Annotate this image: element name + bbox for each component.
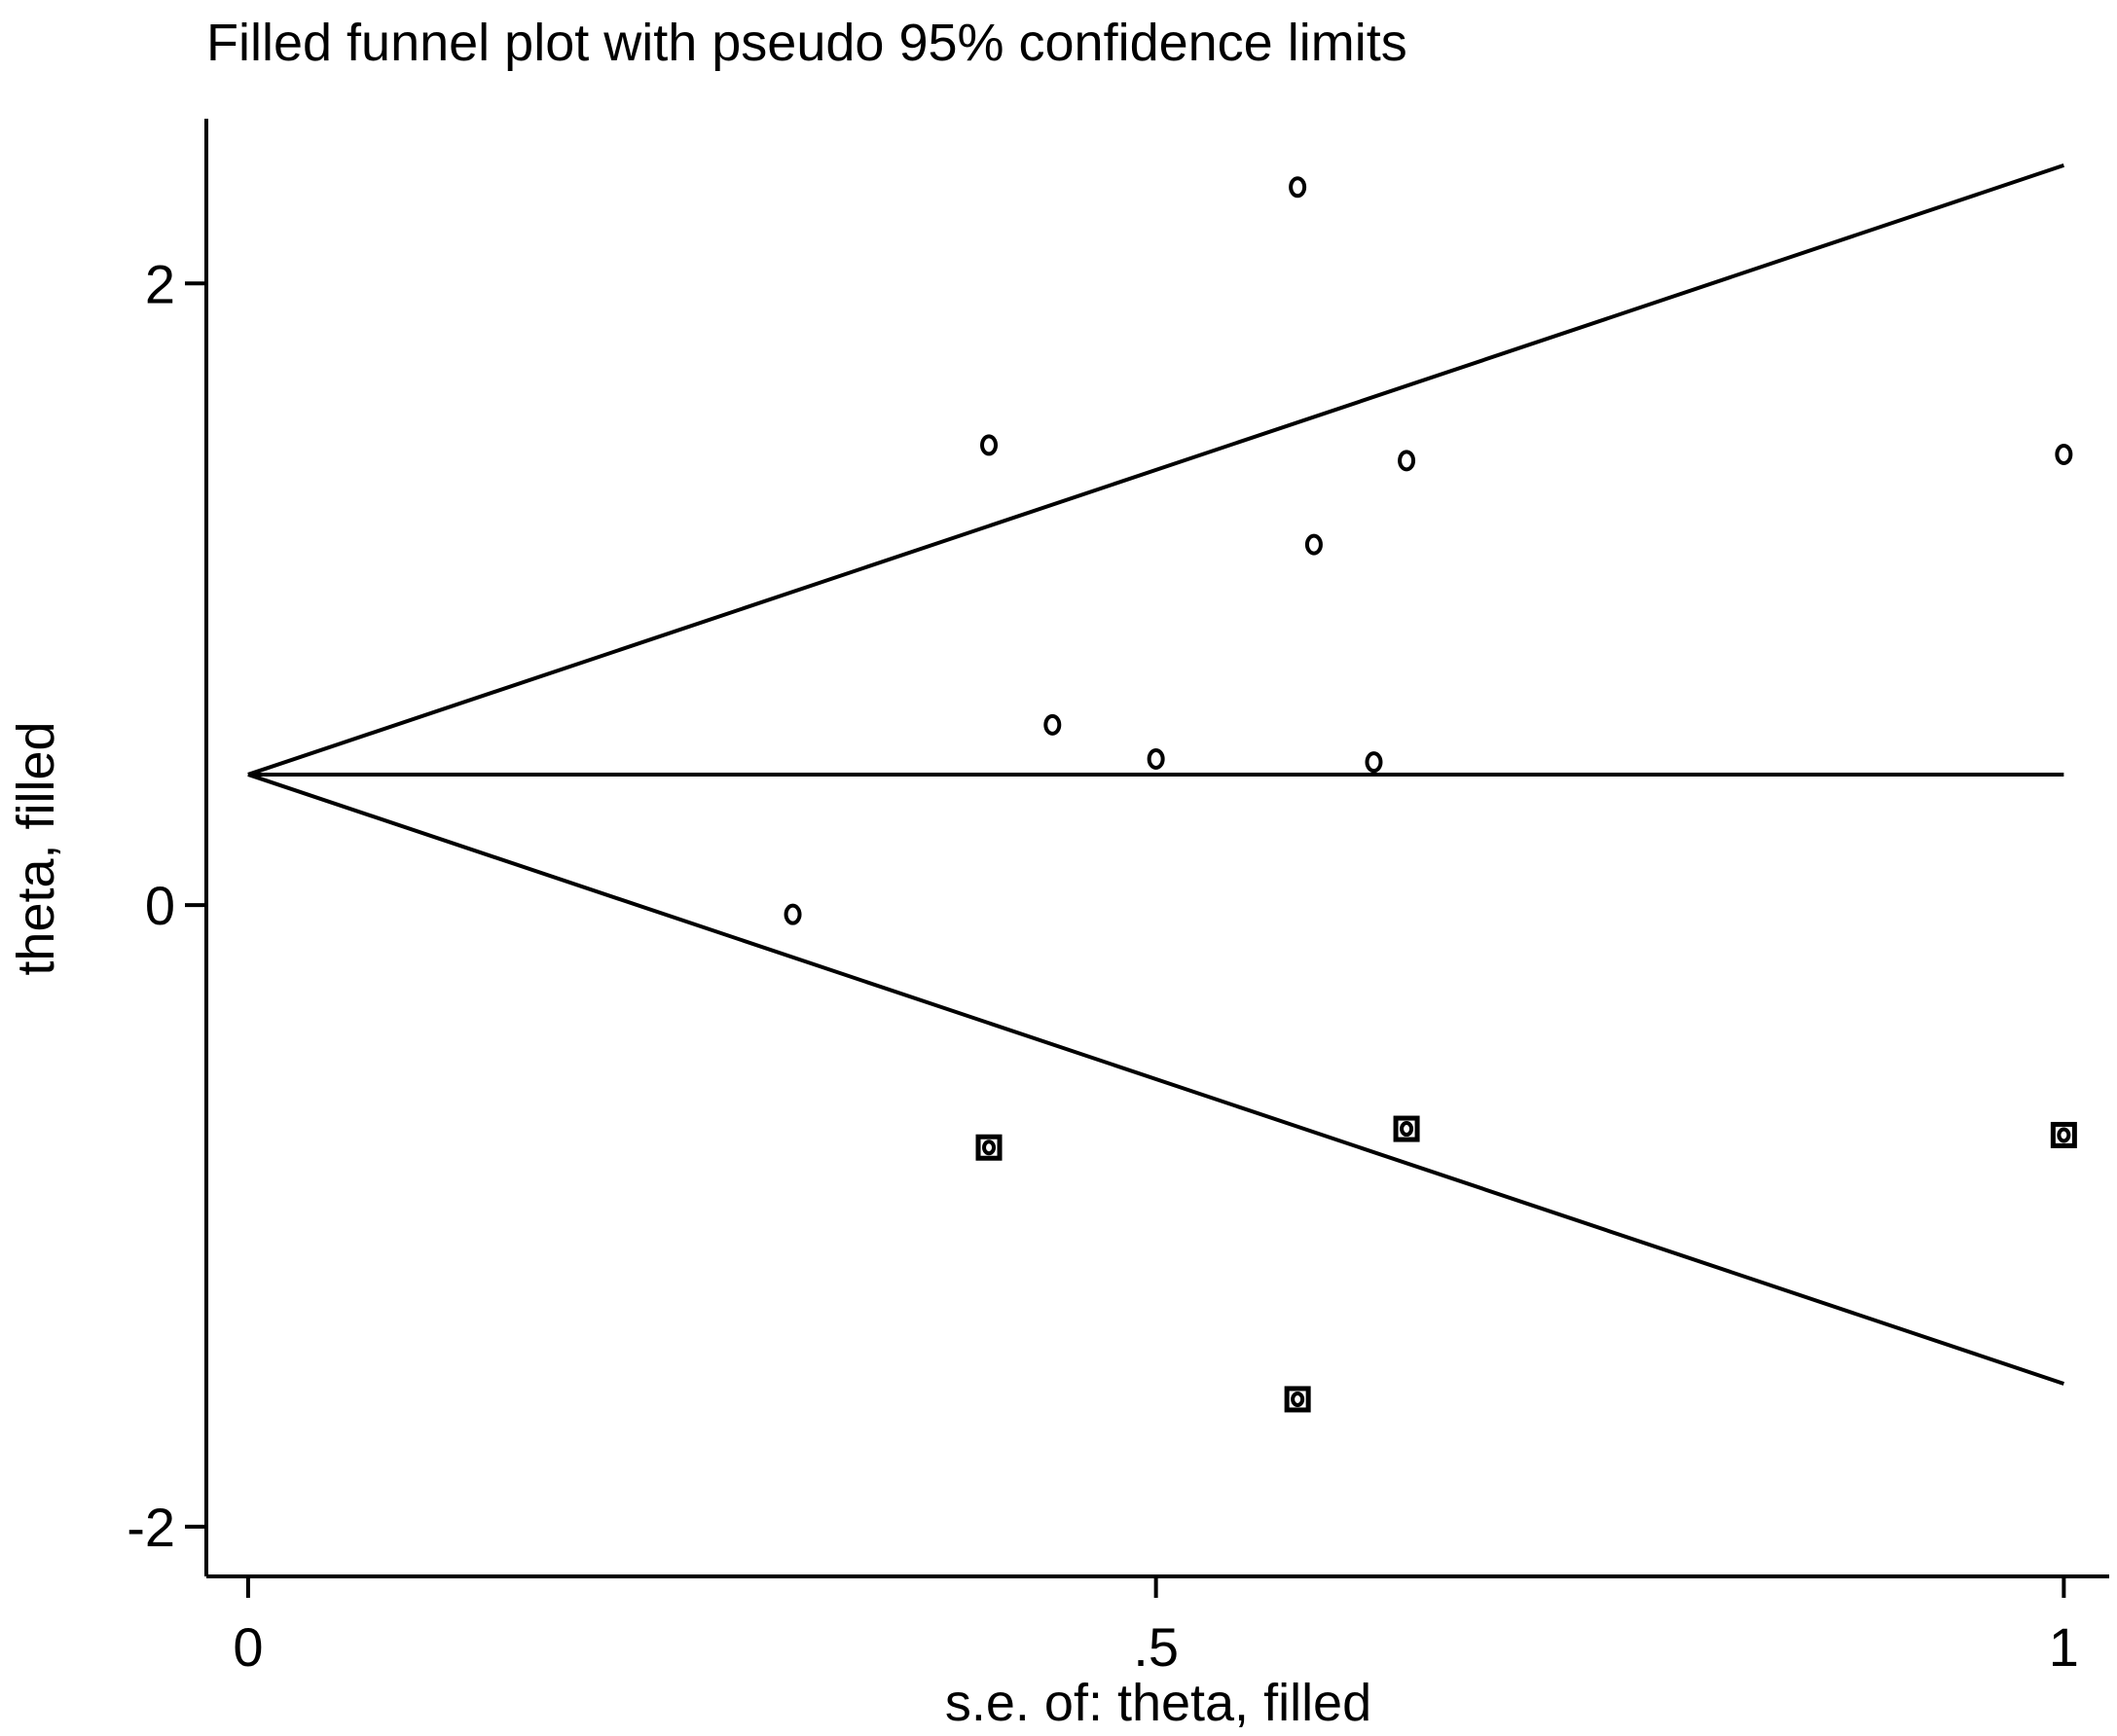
y-axis-ticks: 2 0 -2 (127, 253, 206, 1558)
study-point (1289, 176, 1307, 199)
filled-point-circle (2057, 1127, 2071, 1143)
filled-study-point (1393, 1115, 1420, 1142)
y-axis-label: theta, filled (7, 721, 65, 975)
study-point (1365, 751, 1383, 774)
plot-area: 20-2 0.5 1 (127, 119, 2109, 1678)
study-point (1147, 747, 1165, 770)
x-axis-ticks: 0.5 1 (233, 1576, 2079, 1678)
study-point (784, 903, 802, 925)
filled-study-point (975, 1134, 1003, 1161)
filled-study-point (2050, 1121, 2077, 1148)
x-tick-label: 1 (2049, 1616, 2079, 1678)
y-tick-label: -2 (127, 1497, 175, 1558)
study-point (1043, 713, 1062, 736)
study-point (2055, 443, 2073, 465)
study-point (1398, 450, 1416, 472)
filled-point-square (2050, 1121, 2077, 1148)
study-point (980, 434, 999, 456)
chart-title: Filled funnel plot with pseudo 95% confi… (206, 14, 1407, 72)
filled-point-square (1393, 1115, 1420, 1142)
x-tick-label: 0 (233, 1616, 263, 1678)
data-points (784, 176, 2077, 1413)
study-point (1304, 533, 1323, 556)
upper-confidence-limit (247, 163, 2064, 777)
filled-point-circle (1400, 1121, 1414, 1138)
funnel-lines (247, 163, 2064, 1386)
x-tick-label: .5 (1133, 1616, 1179, 1678)
filled-point-square (1284, 1386, 1311, 1413)
lower-confidence-limit (247, 773, 2064, 1386)
filled-point-circle (982, 1139, 997, 1156)
y-tick-label: 0 (145, 875, 175, 936)
filled-point-square (975, 1134, 1003, 1161)
filled-point-circle (1291, 1391, 1305, 1407)
y-tick-label: 2 (145, 253, 175, 314)
filled-study-point (1284, 1386, 1311, 1413)
x-axis-label: s.e. of: theta, filled (945, 1674, 1371, 1732)
